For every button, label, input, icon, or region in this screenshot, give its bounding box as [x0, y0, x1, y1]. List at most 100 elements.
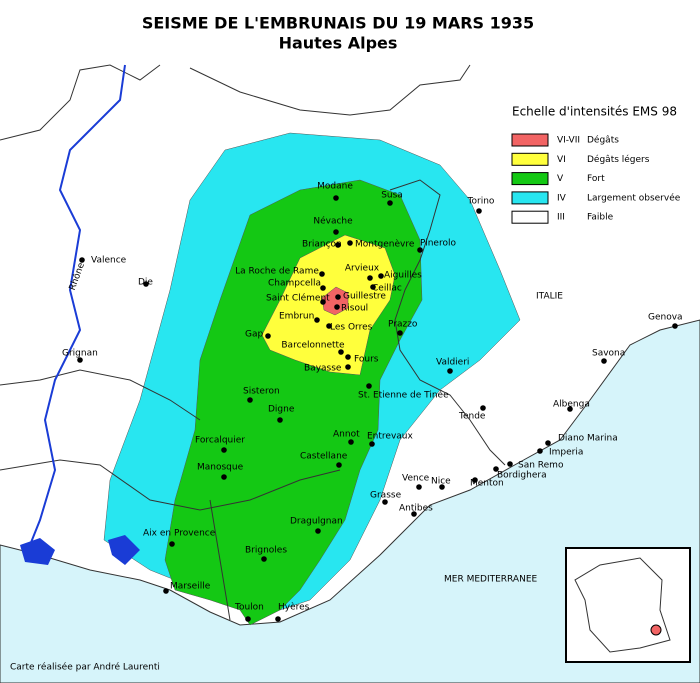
- town-dot: [261, 556, 267, 562]
- town-dot: [265, 333, 271, 339]
- town-dot: [345, 364, 351, 370]
- legend-level: V: [557, 174, 564, 184]
- town-dot: [79, 257, 85, 263]
- town-dot: [672, 323, 678, 329]
- town-label: Annot: [333, 430, 360, 440]
- town-dot: [545, 440, 551, 446]
- legend-label: Faible: [587, 213, 614, 223]
- intensity-zones: [103, 132, 521, 626]
- town-label: Nice: [431, 477, 451, 487]
- legend-swatch: [511, 152, 549, 166]
- legend-label: Dégâts: [587, 135, 619, 146]
- town-dot: [507, 461, 513, 467]
- town-label: Fours: [354, 355, 379, 365]
- legend-swatch: [511, 133, 549, 147]
- town-dot: [567, 406, 573, 412]
- town-label: Pinerolo: [420, 239, 456, 249]
- town-dot: [169, 541, 175, 547]
- intensity-zone: [321, 286, 349, 316]
- town-label: Antibes: [399, 504, 433, 514]
- town-label: Valdieri: [436, 358, 469, 368]
- town-dot: [221, 447, 227, 453]
- town-dot: [397, 330, 403, 336]
- town-dot: [378, 273, 384, 279]
- town-label: Grignan: [62, 349, 98, 359]
- town-label: Torino: [467, 197, 495, 207]
- sea: [0, 319, 700, 683]
- town-dot: [245, 616, 251, 622]
- town-dot: [143, 281, 149, 287]
- town-dot: [333, 229, 339, 235]
- town-label: Risoul: [341, 304, 368, 314]
- legend-title: Echelle d'intensités EMS 98: [512, 105, 677, 119]
- town-dot: [417, 247, 423, 253]
- town-dot: [320, 299, 326, 305]
- town-label: Névache: [313, 216, 353, 227]
- legend-level: III: [557, 213, 565, 223]
- town-label: Bordighera: [497, 471, 547, 481]
- town-label: Savona: [592, 349, 625, 359]
- town-dot: [348, 439, 354, 445]
- town-dot: [493, 466, 499, 472]
- town-dot: [221, 474, 227, 480]
- town-dot: [367, 275, 373, 281]
- town-label: Vence: [402, 474, 430, 484]
- town-label: Genova: [648, 313, 683, 323]
- legend-level: VI-VII: [557, 136, 580, 146]
- title: SEISME DE L'EMBRUNAIS DU 19 MARS 1935: [142, 14, 534, 33]
- town-dot: [369, 441, 375, 447]
- town-dot: [601, 358, 607, 364]
- town-label: Diano Marina: [558, 434, 618, 444]
- town-label: Prazzo: [388, 320, 418, 330]
- town-dot: [247, 397, 253, 403]
- town-label: Susa: [381, 191, 403, 201]
- town-dot: [416, 484, 422, 490]
- town-dot: [334, 304, 340, 310]
- legend-swatch: [511, 172, 549, 186]
- town-label: Albenga: [553, 400, 590, 410]
- town-label: Guillestre: [343, 292, 386, 302]
- town-dot: [335, 242, 341, 248]
- town-dot: [333, 195, 339, 201]
- town-dot: [326, 323, 332, 329]
- town-label: Tende: [458, 412, 486, 422]
- town-label: Dragulgnan: [290, 517, 343, 527]
- town-label: Valence: [91, 256, 127, 266]
- credit: Carte réalisée par André Laurenti: [10, 662, 160, 673]
- town-dot: [447, 368, 453, 374]
- town-label: Forcalquier: [195, 436, 245, 446]
- legend-label: Fort: [587, 174, 605, 184]
- town-label: Arvieux: [345, 264, 380, 274]
- town-dot: [345, 354, 351, 360]
- town-dot: [480, 405, 486, 411]
- town-label: Sisteron: [243, 387, 280, 397]
- town-label: Entrevaux: [367, 432, 414, 442]
- town-dot: [277, 417, 283, 423]
- town-label: Bayasse: [304, 364, 342, 374]
- town-dot: [411, 511, 417, 517]
- lagoons: [20, 535, 140, 565]
- town-label: Die: [138, 278, 153, 288]
- town-label: Champcella: [268, 279, 321, 289]
- subtitle: Hautes Alpes: [279, 34, 398, 53]
- town-label: Montgenèvre: [355, 239, 415, 250]
- town-label: Ceillac: [372, 284, 402, 294]
- inset-france: [574, 557, 671, 653]
- sea-label: MER MEDITERRANEE: [444, 575, 538, 585]
- town-dot: [338, 349, 344, 355]
- town-dot: [472, 477, 478, 483]
- legend-swatch: [511, 191, 549, 205]
- town-label: Gap: [245, 330, 263, 340]
- legend-level: VI: [557, 155, 566, 165]
- river: [29, 64, 126, 546]
- town-label: Hyères: [278, 602, 310, 613]
- town-label: Imperia: [549, 448, 583, 458]
- town-label: San Remo: [518, 461, 564, 471]
- town-dot: [314, 317, 320, 323]
- borders: [0, 64, 506, 621]
- town-label: Aix en Provence: [143, 529, 216, 539]
- town-label: Grasse: [370, 491, 402, 501]
- town-label: La Roche de Rame: [235, 267, 319, 277]
- town-dot: [320, 285, 326, 291]
